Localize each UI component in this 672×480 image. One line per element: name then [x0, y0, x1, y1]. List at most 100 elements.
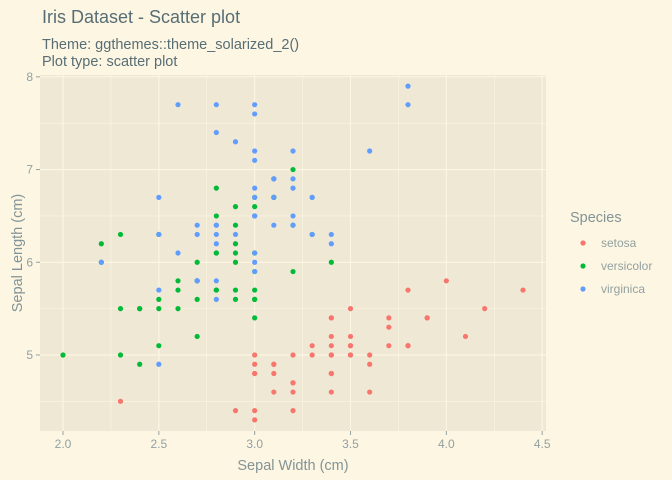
chart-subtitle-line-2: Plot type: scatter plot [42, 54, 177, 70]
x-tick-label: 3.0 [246, 437, 263, 451]
data-point-versicolor [232, 296, 239, 302]
data-point-virginica [213, 296, 219, 302]
legend-key-setosa [580, 240, 586, 246]
y-axis-ticks: 5 6 7 8 [26, 70, 40, 362]
data-point-versicolor [232, 259, 239, 265]
x-tick-label: 3.5 [342, 437, 359, 451]
data-point-virginica [175, 102, 181, 108]
data-point-versicolor [60, 352, 66, 358]
data-point-versicolor [252, 296, 258, 302]
data-point-setosa [290, 408, 296, 414]
data-point-setosa [367, 352, 373, 358]
data-point-setosa [232, 408, 239, 414]
data-point-virginica [156, 231, 162, 238]
data-point-versicolor [213, 185, 219, 191]
data-point-setosa [520, 287, 526, 293]
data-point-virginica [213, 222, 219, 228]
data-points [60, 83, 526, 423]
data-point-virginica [252, 148, 258, 154]
data-point-versicolor [213, 213, 219, 219]
legend-label-setosa: setosa [601, 236, 637, 250]
data-point-setosa [252, 408, 258, 414]
data-point-virginica [252, 102, 258, 108]
data-point-versicolor [252, 287, 258, 293]
data-point-setosa [424, 315, 430, 321]
legend-label-virginica: virginica [601, 282, 645, 296]
data-point-setosa [328, 315, 334, 321]
legend-item-setosa: setosa [580, 236, 637, 250]
data-point-versicolor [232, 222, 239, 228]
legend-key-versicolor [580, 263, 586, 269]
data-point-setosa [328, 333, 334, 340]
data-point-versicolor [156, 343, 162, 349]
legend-item-virginica: virginica [580, 282, 645, 296]
data-point-versicolor [194, 333, 200, 340]
data-point-virginica [213, 102, 219, 108]
x-tick-label: 4.5 [534, 437, 551, 451]
data-point-versicolor [328, 259, 334, 265]
data-point-virginica [290, 148, 296, 154]
data-point-versicolor [290, 268, 296, 275]
data-point-setosa [347, 306, 354, 312]
data-point-versicolor [117, 306, 124, 312]
plot-panel [40, 75, 546, 431]
data-point-virginica [271, 194, 277, 200]
data-point-setosa [386, 315, 392, 321]
data-point-virginica [252, 250, 258, 256]
x-tick-label: 4.0 [438, 437, 455, 451]
data-point-versicolor [213, 287, 219, 293]
data-point-virginica [328, 231, 334, 238]
data-point-virginica [290, 213, 296, 219]
data-point-versicolor [156, 306, 162, 312]
chart-title: Iris Dataset - Scatter plot [42, 7, 240, 27]
data-point-virginica [252, 268, 258, 275]
y-tick-label: 6 [26, 255, 33, 269]
data-point-setosa [252, 370, 258, 377]
data-point-versicolor [117, 231, 124, 238]
data-point-setosa [117, 398, 124, 404]
data-point-virginica [194, 231, 200, 238]
data-point-setosa [328, 389, 334, 395]
legend: Species setosa versicolor virginica [570, 210, 652, 296]
data-point-setosa [386, 343, 392, 349]
data-point-versicolor [252, 204, 258, 210]
legend-title: Species [570, 210, 622, 226]
data-point-virginica [232, 139, 239, 145]
data-point-virginica [271, 222, 277, 228]
data-point-versicolor [290, 166, 296, 173]
data-point-virginica [252, 213, 258, 219]
data-point-versicolor [213, 250, 219, 256]
data-point-versicolor [117, 352, 124, 358]
data-point-setosa [405, 287, 411, 293]
data-point-virginica [156, 287, 162, 293]
data-point-virginica [98, 259, 104, 265]
data-point-virginica [232, 231, 239, 238]
x-axis-ticks: 2.0 2.5 3.0 3.5 4.0 4.5 [55, 431, 551, 451]
data-point-virginica [194, 222, 200, 228]
data-point-virginica [213, 278, 219, 284]
data-point-virginica [175, 250, 181, 256]
data-point-virginica [252, 194, 258, 200]
data-point-virginica [290, 185, 296, 191]
legend-item-versicolor: versicolor [580, 259, 652, 273]
data-point-setosa [309, 352, 315, 358]
data-point-setosa [328, 352, 334, 358]
data-point-versicolor [232, 204, 239, 210]
data-point-setosa [290, 352, 296, 358]
data-point-setosa [482, 306, 488, 312]
data-point-versicolor [137, 306, 143, 312]
data-point-versicolor [175, 306, 181, 312]
data-point-virginica [213, 129, 219, 136]
data-point-setosa [252, 361, 258, 367]
data-point-versicolor [194, 296, 200, 302]
y-tick-label: 5 [26, 348, 33, 362]
data-point-virginica [290, 222, 296, 228]
data-point-versicolor [175, 278, 181, 284]
data-point-virginica [405, 102, 411, 108]
data-point-virginica [271, 176, 277, 182]
y-tick-label: 7 [26, 163, 33, 177]
data-point-versicolor [194, 259, 200, 265]
data-point-virginica [290, 176, 296, 182]
data-point-virginica [252, 111, 258, 117]
data-point-versicolor [232, 241, 239, 247]
